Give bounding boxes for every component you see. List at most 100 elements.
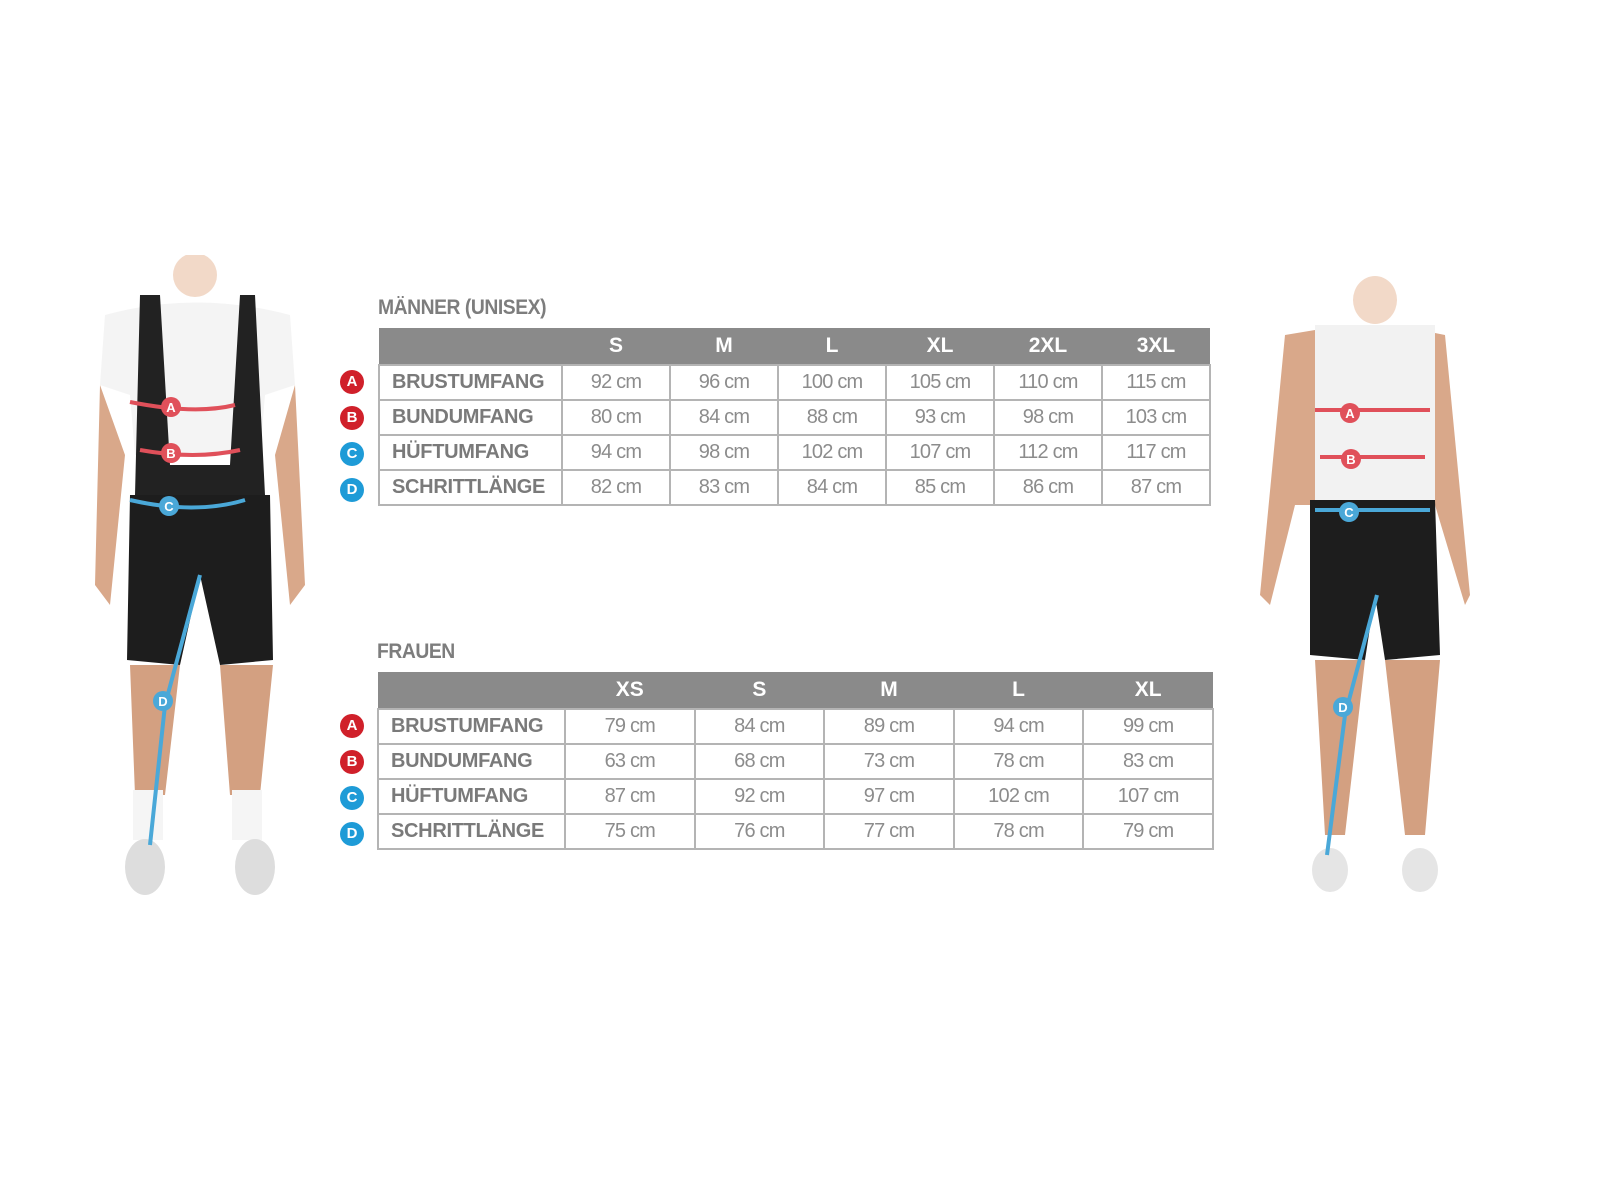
table-row: BUNDUMFANG 80 cm 84 cm 88 cm 93 cm 98 cm 103 c…: [378, 399, 1211, 436]
measurement-value: 78 cm: [952, 743, 1085, 780]
measurement-value: 99 cm: [1082, 708, 1214, 745]
women-size-table: XS S M L XL BRUSTUMFANG 79 cm 84 cm 89 cm 94…: [377, 672, 1214, 850]
measurement-value: 84 cm: [693, 708, 826, 745]
size-header-row: XS S M L XL: [378, 672, 1213, 709]
measurement-value: 105 cm: [885, 364, 995, 401]
marker-d-badge: D: [340, 478, 364, 502]
size-header: S: [562, 328, 670, 365]
measurement-value: 87 cm: [1101, 469, 1211, 506]
measurement-label: HÜFTUMFANG: [377, 778, 566, 815]
men-section-title: MÄNNER (UNISEX): [378, 296, 547, 319]
measurement-value: 112 cm: [993, 434, 1103, 471]
size-header: L: [778, 328, 886, 365]
size-header-row: S M L XL 2XL 3XL: [379, 328, 1210, 365]
table-row: BRUSTUMFANG 79 cm 84 cm 89 cm 94 cm 99 cm: [377, 708, 1214, 745]
measurement-value: 100 cm: [777, 364, 887, 401]
measurement-value: 107 cm: [885, 434, 995, 471]
inseam-line-d: D: [148, 574, 202, 846]
marker-a-badge: A: [340, 370, 364, 394]
measurement-label: HÜFTUMFANG: [378, 434, 563, 471]
marker-a-badge: A: [340, 714, 364, 738]
table-row: BRUSTUMFANG 92 cm 96 cm 100 cm 105 cm 110 cm 1…: [378, 364, 1211, 401]
size-header: 3XL: [1102, 328, 1210, 365]
measurement-value: 84 cm: [669, 399, 779, 436]
measurement-value: 94 cm: [952, 708, 1085, 745]
measurement-value: 89 cm: [823, 708, 955, 745]
measurement-value: 68 cm: [693, 743, 826, 780]
measurement-value: 103 cm: [1101, 399, 1211, 436]
measurement-value: 92 cm: [693, 778, 826, 815]
measurement-value: 107 cm: [1082, 778, 1214, 815]
hip-arrow-c: C: [1315, 502, 1430, 522]
svg-text:A: A: [166, 400, 176, 415]
size-header: M: [824, 672, 954, 709]
measurement-value: 115 cm: [1101, 364, 1211, 401]
measurement-value: 110 cm: [993, 364, 1103, 401]
hip-arrow-c: C: [129, 496, 246, 516]
waist-arrow-b: B: [1320, 449, 1425, 469]
measurement-value: 77 cm: [823, 813, 955, 850]
measurement-value: 94 cm: [561, 434, 671, 471]
measurement-value: 73 cm: [823, 743, 955, 780]
table-row: SCHRITTLÄNGE 75 cm 76 cm 77 cm 78 cm 79 cm: [377, 813, 1214, 850]
measurement-value: 97 cm: [823, 778, 955, 815]
measurement-value: 79 cm: [1082, 813, 1214, 850]
measurement-value: 102 cm: [952, 778, 1085, 815]
marker-c-badge: C: [340, 442, 364, 466]
measurement-value: 78 cm: [952, 813, 1085, 850]
svg-text:C: C: [164, 499, 174, 514]
measurement-value: 102 cm: [777, 434, 887, 471]
female-model-figure: A B C D: [1260, 276, 1470, 892]
marker-d-badge: D: [340, 822, 364, 846]
measurement-value: 87 cm: [564, 778, 696, 815]
measurement-value: 63 cm: [564, 743, 696, 780]
table-row: BUNDUMFANG 63 cm 68 cm 73 cm 78 cm 83 cm: [377, 743, 1214, 780]
table-row: HÜFTUMFANG 87 cm 92 cm 97 cm 102 cm 107 cm: [377, 778, 1214, 815]
size-header: XL: [1083, 672, 1213, 709]
svg-text:C: C: [1344, 505, 1354, 520]
measurement-value: 93 cm: [885, 399, 995, 436]
measurement-value: 75 cm: [564, 813, 696, 850]
size-header: XL: [886, 328, 994, 365]
measurement-label: BRUSTUMFANG: [378, 364, 563, 401]
size-header: S: [694, 672, 825, 709]
measurement-label: BUNDUMFANG: [377, 743, 566, 780]
measurement-label: SCHRITTLÄNGE: [377, 813, 566, 850]
size-header: XS: [565, 672, 695, 709]
measurement-value: 82 cm: [561, 469, 671, 506]
measurement-value: 88 cm: [777, 399, 887, 436]
measurement-value: 86 cm: [993, 469, 1103, 506]
svg-text:D: D: [1338, 700, 1347, 715]
measurement-value: 85 cm: [885, 469, 995, 506]
svg-text:B: B: [166, 446, 175, 461]
size-header: L: [953, 672, 1084, 709]
measurement-value: 83 cm: [669, 469, 779, 506]
marker-c-badge: C: [340, 786, 364, 810]
chest-arrow-a: A: [129, 397, 236, 417]
inseam-line-d: D: [1325, 594, 1379, 856]
measurement-value: 80 cm: [561, 399, 671, 436]
male-model-figure: A B C D: [95, 255, 305, 895]
measurement-value: 76 cm: [693, 813, 826, 850]
table-row: HÜFTUMFANG 94 cm 98 cm 102 cm 107 cm 112 cm 11…: [378, 434, 1211, 471]
measurement-value: 117 cm: [1101, 434, 1211, 471]
measurement-value: 79 cm: [564, 708, 696, 745]
waist-arrow-b: B: [139, 443, 241, 463]
chest-arrow-a: A: [1315, 403, 1430, 423]
header-blank: [379, 328, 562, 365]
measurement-value: 83 cm: [1082, 743, 1214, 780]
measurement-value: 96 cm: [669, 364, 779, 401]
measurement-label: BRUSTUMFANG: [377, 708, 566, 745]
marker-b-badge: B: [340, 750, 364, 774]
measurement-label: SCHRITTLÄNGE: [378, 469, 563, 506]
measurement-value: 98 cm: [993, 399, 1103, 436]
measurement-label: BUNDUMFANG: [378, 399, 563, 436]
measurement-value: 98 cm: [669, 434, 779, 471]
measurement-value: 92 cm: [561, 364, 671, 401]
men-size-table: S M L XL 2XL 3XL BRUSTUMFANG 92 cm 96 cm 10…: [378, 328, 1211, 506]
size-header: 2XL: [994, 328, 1102, 365]
header-blank: [378, 672, 565, 709]
women-section-title: FRAUEN: [377, 640, 455, 663]
size-header: M: [670, 328, 778, 365]
table-row: SCHRITTLÄNGE 82 cm 83 cm 84 cm 85 cm 86 cm 87 …: [378, 469, 1211, 506]
